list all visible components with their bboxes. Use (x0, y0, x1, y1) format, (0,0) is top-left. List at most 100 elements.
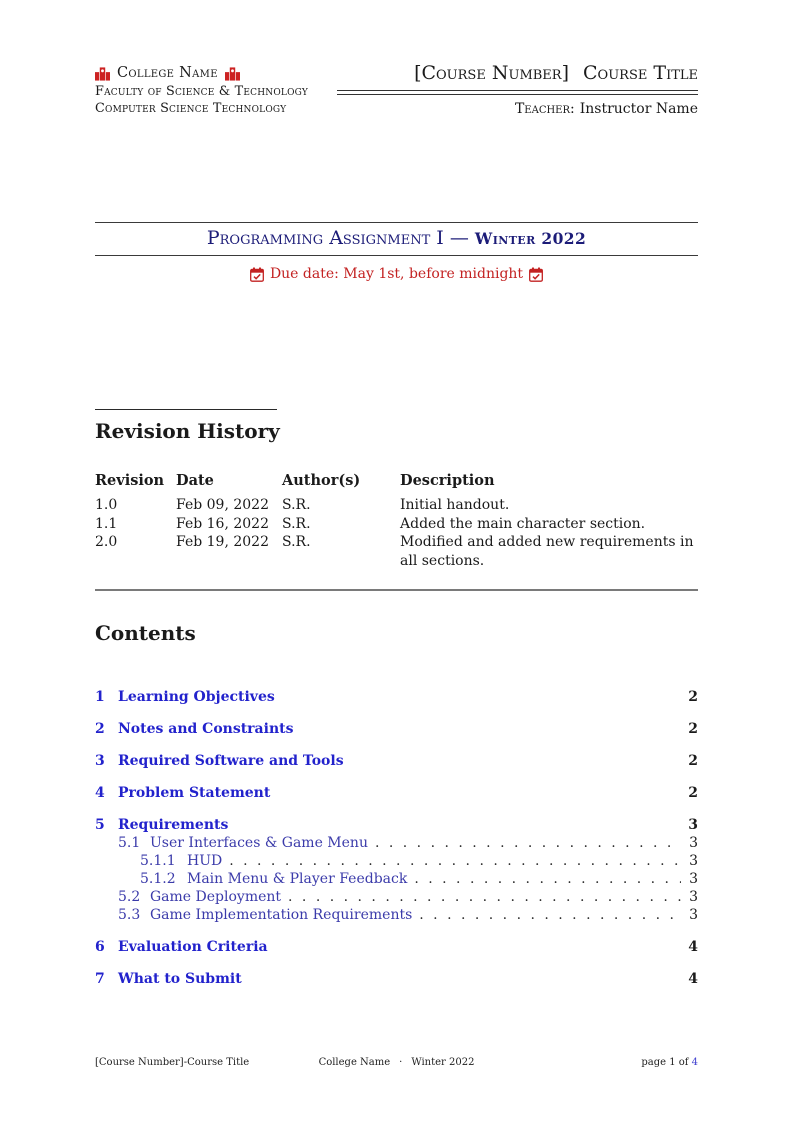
college-name: College Name (117, 65, 218, 81)
column-header-date: Date (176, 472, 214, 489)
toc-dot-leader (288, 888, 681, 906)
term-label: Winter 2022 (474, 229, 587, 248)
toc-entry-page[interactable]: 2 (688, 785, 698, 801)
toc-dot-leader (229, 852, 681, 870)
toc-entry-label[interactable]: Evaluation Criteria (118, 939, 268, 955)
toc-entry-label[interactable]: Notes and Constraints (118, 721, 294, 737)
title-block: Programming Assignment I — Winter 2022 D… (95, 222, 698, 283)
title-separator: — (449, 227, 469, 249)
revision-table-header-row: Revision Date Author(s) Description (95, 472, 698, 496)
teacher-name: Instructor Name (579, 101, 698, 117)
toc-dot-leader (375, 834, 681, 852)
toc-entry-number[interactable]: 5.1 (118, 835, 141, 851)
page-footer: [Course Number]-Course Title College Nam… (95, 1056, 698, 1069)
toc-entry-required-software[interactable]: 3 Required Software and Tools 2 (95, 752, 698, 770)
college-block: College Name Faculty of Science & Techno… (95, 64, 337, 118)
toc-dot-leader (419, 906, 681, 924)
toc-entry-hud[interactable]: 5.1.1 HUD 3 (95, 852, 698, 870)
column-header-revision: Revision (95, 472, 165, 489)
calendar-check-icon (529, 266, 544, 282)
toc-entry-page[interactable]: 2 (688, 721, 698, 737)
footer-term: Winter 2022 (411, 1057, 475, 1068)
building-icon (95, 66, 110, 81)
toc-entry-label[interactable]: Main Menu & Player Feedback (187, 871, 408, 887)
assignment-title: Programming Assignment I (206, 227, 444, 249)
footer-center: College Name · Winter 2022 (319, 1056, 475, 1069)
toc-entry-game-deployment[interactable]: 5.2 Game Deployment 3 (95, 888, 698, 906)
toc-entry-label[interactable]: Required Software and Tools (118, 753, 344, 769)
toc-entry-page[interactable]: 3 (689, 871, 698, 887)
authors-cell: S.R. (282, 497, 311, 513)
toc-entry-number[interactable]: 5.2 (118, 889, 141, 905)
table-of-contents-section: Contents 1 Learning Objectives 2 2 Notes… (95, 620, 698, 988)
footer-page-total-link[interactable]: 4 (691, 1057, 699, 1068)
toc-entry-number[interactable]: 5.1.2 (140, 871, 176, 887)
toc-entry-number[interactable]: 2 (95, 721, 105, 737)
title-rules: Programming Assignment I — Winter 2022 (95, 222, 698, 256)
header-double-rule (337, 90, 698, 95)
toc-entry-evaluation-criteria[interactable]: 6 Evaluation Criteria 4 (95, 938, 698, 956)
toc-entry-label[interactable]: User Interfaces & Game Menu (150, 835, 368, 851)
toc-entry-notes-and-constraints[interactable]: 2 Notes and Constraints 2 (95, 720, 698, 738)
toc-entry-game-implementation-requirements[interactable]: 5.3 Game Implementation Requirements 3 (95, 906, 698, 924)
toc-entry-label[interactable]: Game Implementation Requirements (150, 907, 413, 923)
revision-cell: 1.0 (95, 497, 118, 513)
toc-entry-number[interactable]: 3 (95, 753, 105, 769)
revision-history-section: Revision History Revision Date Author(s)… (95, 409, 698, 591)
footer-separator: · (399, 1057, 403, 1068)
toc-entry-number[interactable]: 4 (95, 785, 105, 801)
authors-cell: S.R. (282, 515, 311, 532)
description-cell: Added the main character section. (400, 515, 646, 532)
toc-entry-label[interactable]: Learning Objectives (118, 689, 275, 705)
toc-entry-number[interactable]: 5 (95, 817, 105, 833)
toc-entry-learning-objectives[interactable]: 1 Learning Objectives 2 (95, 688, 698, 706)
toc-entry-page[interactable]: 3 (689, 889, 698, 905)
column-header-description: Description (400, 472, 495, 489)
description-cell: Modified and added new requirements in a… (400, 534, 694, 569)
toc-entry-requirements[interactable]: 5 Requirements 3 (95, 816, 698, 834)
toc-entry-number[interactable]: 5.3 (118, 907, 141, 923)
college-name-line: College Name (95, 64, 337, 83)
revision-top-rule (95, 409, 277, 410)
calendar-check-icon (249, 266, 264, 282)
revision-cell: 2.0 (95, 534, 118, 550)
toc-entry-page[interactable]: 2 (688, 753, 698, 769)
authors-cell: S.R. (282, 534, 311, 550)
teacher-line: Teacher: Instructor Name (337, 100, 698, 118)
toc-entry-label[interactable]: Requirements (118, 817, 229, 833)
toc-entry-page[interactable]: 2 (688, 689, 698, 705)
building-icon (224, 66, 240, 81)
toc-entry-label[interactable]: Problem Statement (118, 785, 271, 801)
date-cell: Feb 09, 2022 (176, 497, 269, 513)
toc-entry-what-to-submit[interactable]: 7 What to Submit 4 (95, 970, 698, 988)
toc-entry-number[interactable]: 5.1.1 (140, 853, 176, 869)
toc-entry-user-interfaces-game-menu[interactable]: 5.1 User Interfaces & Game Menu 3 (95, 834, 698, 852)
toc-entry-problem-statement[interactable]: 4 Problem Statement 2 (95, 784, 698, 802)
toc-entry-page[interactable]: 4 (688, 939, 698, 955)
page-header: College Name Faculty of Science & Techno… (95, 62, 698, 118)
toc-entry-number[interactable]: 1 (95, 689, 105, 705)
toc-entry-main-menu-player-feedback[interactable]: 5.1.2 Main Menu & Player Feedback 3 (95, 870, 698, 888)
footer-college-name: College Name (318, 1057, 391, 1068)
footer-page-prefix: page 1 of (641, 1057, 689, 1068)
department-line: Computer Science Technology (95, 101, 287, 116)
due-date-line: Due date: May 1st, before midnight (95, 265, 698, 283)
date-cell: Feb 19, 2022 (176, 534, 269, 550)
toc-entry-page[interactable]: 3 (688, 817, 698, 833)
toc-entry-page[interactable]: 3 (689, 907, 698, 923)
revision-table: Revision Date Author(s) Description 1.0 … (95, 472, 698, 570)
toc-entry-page[interactable]: 3 (689, 835, 698, 851)
toc-entry-number[interactable]: 7 (95, 971, 105, 987)
toc-entry-number[interactable]: 6 (95, 939, 105, 955)
contents-heading: Contents (95, 621, 196, 645)
assignment-title-line: Programming Assignment I — Winter 2022 (95, 226, 698, 251)
toc-entry-label[interactable]: HUD (187, 853, 223, 869)
revision-history-heading: Revision History (95, 419, 280, 443)
toc-entry-page[interactable]: 3 (689, 853, 698, 869)
toc-entry-label[interactable]: What to Submit (118, 971, 242, 987)
table-row: 1.0 Feb 09, 2022 S.R. Initial handout. (95, 496, 698, 515)
toc-entry-label[interactable]: Game Deployment (150, 889, 282, 905)
course-number: [Course Number] (414, 62, 570, 84)
toc-entry-page[interactable]: 4 (688, 971, 698, 987)
